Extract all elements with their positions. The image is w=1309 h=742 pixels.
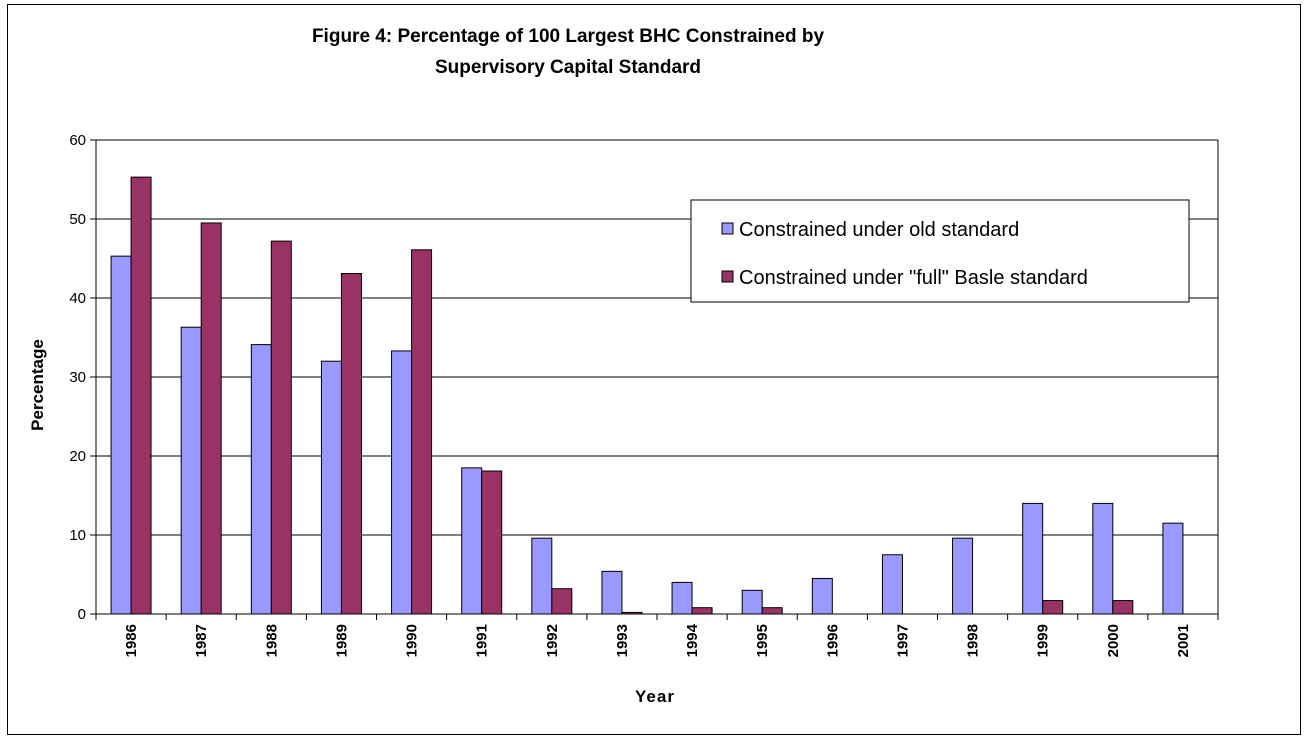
legend-swatch-basle-standard [721,270,734,283]
legend-box [690,199,1190,303]
y-tick-label-40: 40 [69,290,86,307]
bar-old-standard-1995 [741,589,763,615]
x-tick-label-1992: 1992 [544,624,561,657]
y-tick-label-20: 20 [69,448,86,465]
bar-old-standard-1993 [601,570,623,615]
bar-old-standard-1998 [952,537,974,615]
bar-old-standard-1999 [1022,502,1044,615]
x-tick-label-2000: 2000 [1105,624,1122,657]
x-tick-label-1990: 1990 [404,624,421,657]
x-tick-label-1999: 1999 [1035,624,1052,657]
bar-old-standard-1987 [180,326,202,615]
x-axis-title: Year [635,687,675,706]
y-tick-label-30: 30 [69,369,86,386]
bar-basle-standard-1989 [340,273,362,615]
y-tick-label-0: 0 [78,606,86,623]
bar-basle-standard-1992 [551,588,573,615]
y-axis-title: Percentage [28,339,47,431]
x-tick-label-1996: 1996 [824,624,841,657]
bar-basle-standard-1987 [200,222,222,615]
x-tick-label-1988: 1988 [263,624,280,657]
x-tick-label-1997: 1997 [894,624,911,657]
bar-basle-standard-1994 [691,607,713,615]
bar-old-standard-1992 [531,537,553,615]
bar-old-standard-1986 [110,255,132,615]
bar-old-standard-2000 [1092,502,1114,615]
bar-old-standard-1991 [461,467,483,615]
legend-swatch-old-standard [721,222,734,235]
bar-old-standard-1994 [671,581,693,615]
y-tick-label-10: 10 [69,527,86,544]
bar-chart: Figure 4: Percentage of 100 Largest BHC … [28,26,1219,706]
chart-title-line-1: Figure 4: Percentage of 100 Largest BHC … [312,26,825,47]
axes: 0 10 20 30 40 50 60 1986 1987 1988 1989 1990 1991 199… [69,132,1219,657]
legend-label-old-standard: Constrained under old standard [739,219,1019,241]
bar-old-standard-1989 [320,360,342,615]
x-tick-label-2001: 2001 [1175,624,1192,657]
x-tick-label-1987: 1987 [193,624,210,657]
bar-old-standard-2001 [1162,522,1184,615]
bar-old-standard-1990 [391,350,413,615]
chart-frame: Figure 4: Percentage of 100 Largest BHC … [7,4,1301,735]
x-tick-label-1991: 1991 [474,624,491,657]
bar-basle-standard-1990 [411,249,433,615]
bar-old-standard-1996 [811,577,833,615]
bar-basle-standard-1991 [481,470,503,615]
bar-basle-standard-1995 [761,607,783,615]
x-tick-label-1989: 1989 [333,624,350,657]
x-tick-label-1998: 1998 [965,624,982,657]
x-tick-label-1994: 1994 [684,623,701,657]
bar-basle-standard-1999 [1042,600,1064,615]
legend-label-basle-standard: Constrained under "full" Basle standard [739,267,1088,289]
chart-title-line-2: Supervisory Capital Standard [435,57,701,78]
bar-old-standard-1988 [250,344,272,615]
bar-basle-standard-1988 [270,240,292,615]
y-tick-label-60: 60 [69,132,86,149]
y-tick-label-50: 50 [69,211,86,228]
x-tick-label-1993: 1993 [614,624,631,657]
bar-old-standard-1997 [881,554,903,615]
bar-basle-standard-2000 [1112,600,1134,615]
bar-basle-standard-1986 [130,176,152,615]
x-tick-label-1995: 1995 [754,624,771,657]
legend: Constrained under old standard Constrain… [690,199,1190,303]
x-tick-label-1986: 1986 [123,624,140,657]
bars [110,176,1184,615]
